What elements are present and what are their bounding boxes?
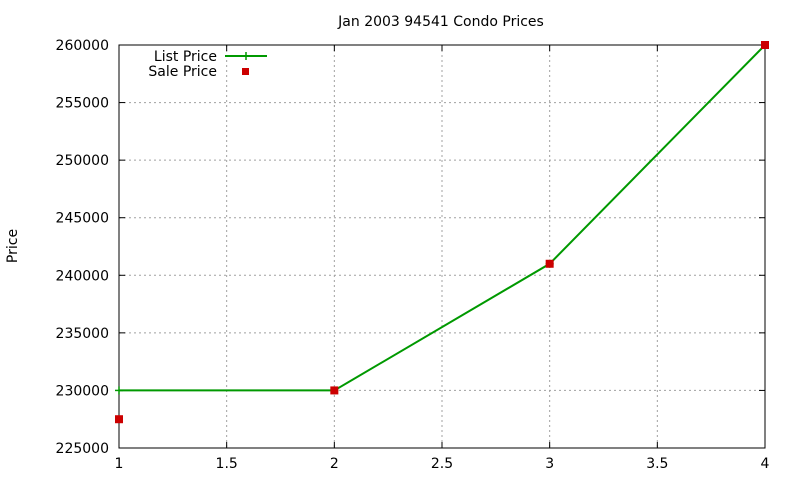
y-tick-label: 250000 — [56, 153, 109, 169]
chart-title: Jan 2003 94541 Condo Prices — [337, 14, 544, 30]
legend-marker-list-price — [242, 52, 250, 60]
x-tick-label: 4 — [761, 456, 770, 472]
legend-label-list-price: List Price — [154, 49, 217, 65]
series-line-list-price — [119, 44, 766, 392]
point-sale-price — [545, 259, 554, 268]
y-tick-label: 225000 — [56, 441, 109, 457]
y-axis-label: Price — [5, 229, 21, 263]
legend-marker-sale-price — [242, 68, 249, 75]
legend: List Price Sale Price — [148, 49, 267, 80]
point-sale-price — [115, 415, 123, 424]
point-sale-price — [761, 41, 769, 49]
point-list-price — [115, 386, 123, 395]
grid — [119, 45, 765, 448]
x-tick-label: 3.5 — [646, 456, 668, 472]
y-tick-label: 240000 — [56, 268, 109, 284]
x-tick-label: 2 — [330, 456, 339, 472]
data-series — [115, 41, 769, 424]
y-tick-label: 260000 — [56, 38, 109, 54]
y-tick-label: 230000 — [56, 383, 109, 399]
axis-ticks: 1 1.5 2 2.5 3 3.5 4 225000 230000 235000 240000 245… — [56, 38, 770, 472]
y-tick-label: 245000 — [56, 211, 109, 227]
x-tick-label: 1 — [115, 456, 124, 472]
y-tick-label: 255000 — [56, 96, 109, 112]
x-tick-label: 3 — [545, 456, 554, 472]
point-sale-price — [330, 386, 339, 395]
legend-label-sale-price: Sale Price — [148, 64, 217, 80]
x-tick-label: 1.5 — [216, 456, 238, 472]
y-tick-label: 235000 — [56, 326, 109, 342]
x-tick-label: 2.5 — [431, 456, 453, 472]
plot-area-border — [118, 44, 766, 449]
